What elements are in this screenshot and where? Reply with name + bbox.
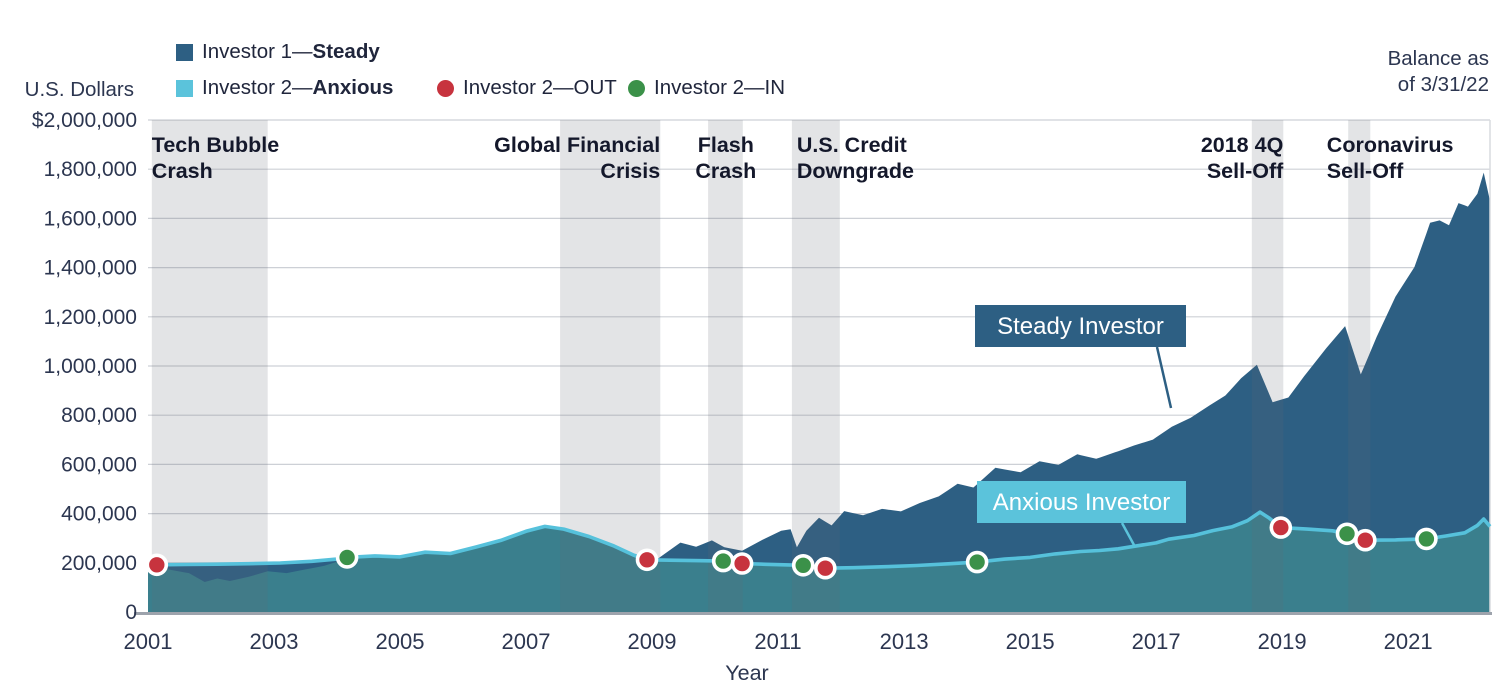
marker-in-dot [791, 553, 815, 577]
marker-out-dot [1269, 516, 1293, 539]
event-band-coronavirus-sell-off [1348, 120, 1371, 612]
marker-out-dot [813, 556, 837, 580]
y-tick-1200000: 1,200,000 [44, 306, 137, 329]
event-band-tech-bubble-crash [151, 120, 268, 612]
in-markers [335, 522, 1438, 577]
anxious-line [147, 510, 1492, 571]
event-label-2018-4q-sell-off: 2018 4Q Sell-Off [1201, 133, 1284, 183]
y-tick-labels: $2,000,000 1,800,000 1,600,000 1,400,000 1,2… [32, 109, 137, 624]
marker-in-dot [1335, 522, 1359, 546]
balance-note-line1: Balance as [1387, 47, 1489, 70]
x-tick-2003: 2003 [250, 629, 299, 654]
callout-box-anxious [977, 481, 1186, 523]
callout-anxious: Anxious Investor [977, 481, 1186, 546]
x-tick-2017: 2017 [1132, 629, 1181, 654]
marker-in-dot [711, 549, 735, 573]
callout-line-steady [1155, 346, 1173, 409]
x-axis-title: Year [725, 661, 769, 685]
marker-out-dot [1354, 528, 1377, 552]
callout-line-anxious [1120, 522, 1136, 546]
marker-in-dot [965, 550, 989, 574]
marker-in-dot [1415, 527, 1438, 551]
marker-out-dot [145, 553, 169, 577]
anxious-overlap-area [148, 512, 1490, 612]
marker-in-dot [335, 546, 359, 569]
marker-out-dot [635, 548, 659, 572]
legend-item-investor2-out: Investor 2—OUT [437, 76, 617, 100]
out-markers [145, 516, 1377, 580]
y-tick-1400000: 1,400,000 [44, 257, 137, 280]
marker-out-dot [730, 552, 754, 575]
y-axis-unit-label: U.S. Dollars [24, 78, 134, 101]
balance-note-line2: of 3/31/22 [1397, 73, 1489, 96]
x-tick-2021: 2021 [1384, 629, 1433, 654]
callout-box-steady [975, 305, 1186, 347]
x-tick-labels: 2001 2003 2005 2007 2009 2011 2013 2015 2017 2019… [124, 629, 1433, 654]
y-tick-200000: 200,000 [61, 552, 137, 575]
event-label-global-financial-crisis: Global Financial Crisis [494, 133, 660, 183]
out-dot-icon [437, 79, 454, 97]
legend-label: Investor 2—Anxious [202, 76, 394, 99]
event-band-global-financial-crisis [560, 120, 661, 612]
y-tick-1600000: 1,600,000 [44, 207, 137, 230]
event-bands [151, 120, 1371, 612]
x-tick-2011: 2011 [754, 629, 801, 654]
y-tick-1800000: 1,800,000 [44, 158, 137, 181]
y-tick-0: 0 [125, 601, 137, 624]
x-tick-2007: 2007 [502, 629, 551, 654]
balance-note: Balance as of 3/31/22 [1388, 46, 1489, 98]
y-tick-400000: 400,000 [61, 503, 137, 526]
event-band-flash-crash [708, 120, 743, 612]
legend-label: Investor 2—OUT [463, 76, 617, 99]
y-tick-800000: 800,000 [61, 404, 137, 427]
event-band-us-credit-downgrade [791, 120, 840, 612]
event-label-flash-crash: Flash Crash [695, 133, 756, 183]
event-label-us-credit-downgrade: U.S. Credit Downgrade [797, 133, 914, 183]
event-labels: Tech Bubble Crash Global Financial Crisis Fl… [152, 133, 1454, 183]
x-tick-2019: 2019 [1258, 629, 1307, 654]
legend-label: Investor 2—IN [654, 76, 786, 99]
y-tick-2000000: $2,000,000 [32, 109, 137, 132]
steady-swatch-icon [176, 43, 193, 61]
legend-item-investor2-anxious: Investor 2—Anxious [176, 76, 393, 100]
legend-item-investor1-steady: Investor 1—Steady [176, 40, 380, 64]
y-tick-1000000: 1,000,000 [44, 355, 137, 378]
event-label-tech-bubble-crash: Tech Bubble Crash [152, 133, 279, 183]
callouts: Steady Investor Anxious Investor [975, 305, 1186, 546]
event-label-coronavirus-sell-off: Coronavirus Sell-Off [1327, 133, 1454, 183]
x-tick-2005: 2005 [376, 629, 425, 654]
anxious-swatch-icon [176, 79, 193, 97]
x-tick-2013: 2013 [880, 629, 929, 654]
x-tick-2015: 2015 [1006, 629, 1055, 654]
in-dot-icon [628, 79, 645, 97]
callout-steady: Steady Investor [975, 305, 1186, 409]
x-tick-2009: 2009 [628, 629, 677, 654]
legend-item-investor2-in: Investor 2—IN [628, 76, 785, 100]
legend-label: Investor 1—Steady [202, 40, 380, 63]
x-tick-2001: 2001 [124, 629, 173, 654]
y-tick-600000: 600,000 [61, 453, 137, 476]
callout-text-steady: Steady Investor [997, 313, 1164, 340]
callout-text-anxious: Anxious Investor [993, 489, 1170, 516]
